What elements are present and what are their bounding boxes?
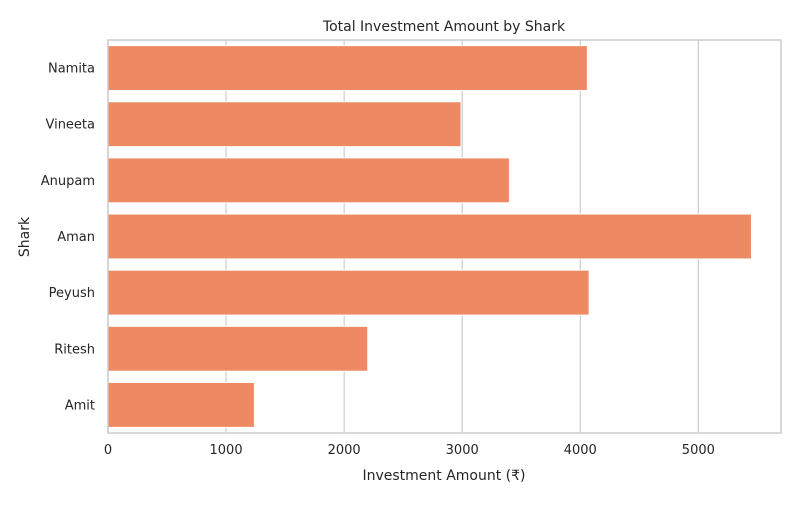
bar-namita (107, 45, 588, 92)
y-tick-label: Vineeta (45, 118, 95, 133)
y-tick-label: Aman (57, 230, 95, 245)
y-tick-label: Amit (65, 398, 95, 413)
x-tick-label: 0 (104, 443, 112, 458)
plot-frame (107, 39, 782, 434)
bar-anupam (107, 157, 510, 204)
bars (107, 45, 752, 428)
y-tick-labels: Namita Vineeta Anupam Aman Peyush Ritesh Amit (41, 62, 95, 414)
bar-peyush (107, 269, 590, 316)
bar-ritesh (107, 325, 369, 372)
bar-vineeta (107, 101, 462, 148)
y-axis-title: Shark (17, 216, 33, 257)
y-tick-label: Ritesh (54, 342, 95, 357)
x-axis-title: Investment Amount (₹) (362, 468, 525, 484)
x-tick-labels: 0 1000 2000 3000 4000 5000 (104, 443, 715, 458)
bar-amit (107, 381, 255, 428)
y-tick-label: Namita (48, 62, 95, 77)
y-tick-label: Anupam (41, 174, 95, 189)
x-tick-label: 2000 (328, 443, 361, 458)
x-tick-label: 3000 (446, 443, 479, 458)
bar-aman (107, 213, 752, 260)
chart-title: Total Investment Amount by Shark (322, 19, 566, 35)
x-tick-label: 5000 (682, 443, 715, 458)
y-tick-label: Peyush (49, 286, 95, 301)
x-tick-label: 4000 (564, 443, 597, 458)
x-tick-label: 1000 (210, 443, 243, 458)
